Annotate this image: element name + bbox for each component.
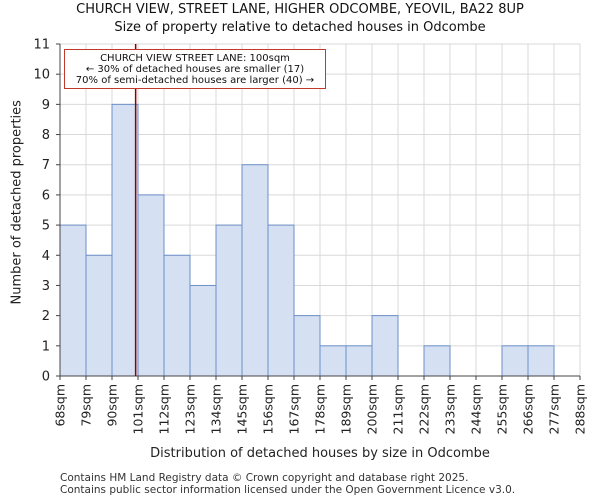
y-axis-title: Number of detached properties (9, 100, 25, 305)
y-tick-label: 1 (42, 339, 50, 354)
x-tick-label: 189sqm (339, 384, 354, 434)
histogram-bar (371, 315, 399, 377)
histogram-bar (293, 315, 321, 377)
annotation-line-1: CHURCH VIEW STREET LANE: 100sqm (100, 53, 290, 64)
histogram-bar (345, 345, 373, 377)
y-tick-label: 9 (42, 98, 50, 113)
x-tick-label: 112sqm (157, 384, 172, 434)
histogram-bar (85, 254, 113, 377)
x-tick-label: 134sqm (209, 384, 224, 434)
x-tick-label: 79sqm (79, 384, 94, 427)
histogram-bar (163, 254, 191, 377)
x-tick-label: 145sqm (235, 384, 250, 434)
attribution-line-1: Contains HM Land Registry data © Crown c… (60, 472, 469, 484)
x-tick-label: 123sqm (183, 384, 198, 434)
y-tick-label: 11 (33, 38, 50, 53)
y-tick-label: 4 (42, 249, 50, 264)
histogram-bar (189, 284, 217, 377)
y-tick-label: 6 (42, 188, 50, 203)
y-tick-label: 5 (42, 219, 50, 234)
x-axis-title: Distribution of detached houses by size … (150, 446, 490, 461)
histogram-bar (59, 224, 87, 377)
histogram-bar (137, 194, 165, 377)
histogram-bar (111, 103, 139, 377)
x-tick-label: 167sqm (287, 384, 302, 434)
histogram-bar (423, 345, 451, 377)
histogram-bar (501, 345, 529, 377)
histogram-bar (267, 224, 295, 377)
x-tick-label: 211sqm (391, 384, 406, 434)
histogram-bar (527, 345, 555, 377)
x-tick-label: 222sqm (417, 384, 432, 434)
annotation-line-3: 70% of semi-detached houses are larger (… (75, 75, 315, 86)
x-tick-label: 156sqm (261, 384, 276, 434)
x-tick-label: 288sqm (573, 384, 588, 434)
chart-title: CHURCH VIEW, STREET LANE, HIGHER ODCOMBE… (76, 2, 524, 17)
x-tick-label: 200sqm (365, 384, 380, 434)
x-tick-label: 233sqm (443, 384, 458, 434)
histogram-bar (241, 164, 269, 377)
y-tick-label: 10 (33, 68, 50, 83)
y-tick-label: 8 (42, 128, 50, 143)
marker-annotation: CHURCH VIEW STREET LANE: 100sqm ← 30% of… (64, 49, 326, 89)
y-tick-label: 3 (42, 279, 50, 294)
y-tick-label: 2 (42, 309, 50, 324)
x-tick-label: 101sqm (131, 384, 146, 434)
annotation-line-2: ← 30% of detached houses are smaller (17… (85, 64, 305, 75)
x-tick-label: 244sqm (469, 384, 484, 434)
x-tick-label: 90sqm (105, 384, 120, 427)
x-tick-label: 266sqm (521, 384, 536, 434)
histogram-bar (319, 345, 347, 377)
x-tick-label: 68sqm (53, 384, 68, 427)
x-tick-label: 277sqm (547, 384, 562, 434)
x-tick-label: 178sqm (313, 384, 328, 434)
y-tick-label: 7 (42, 158, 50, 173)
y-tick-label: 0 (42, 370, 50, 385)
x-tick-label: 255sqm (495, 384, 510, 434)
attribution-line-2: Contains public sector information licen… (60, 484, 516, 496)
histogram-bar (215, 224, 243, 377)
chart-subtitle: Size of property relative to detached ho… (114, 20, 486, 35)
